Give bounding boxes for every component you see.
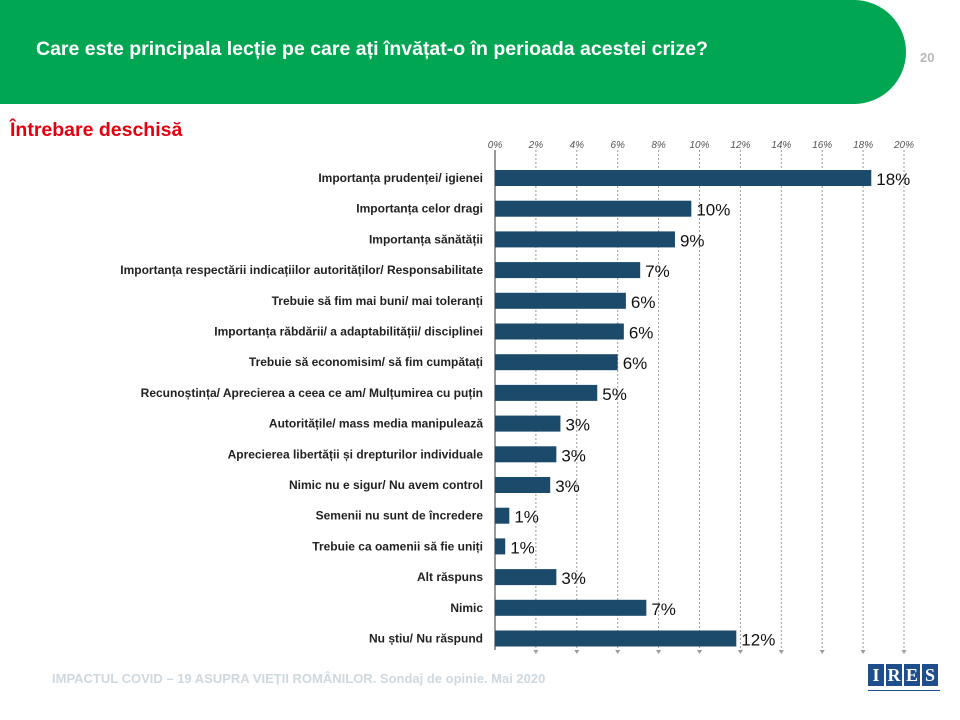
category-label: Nimic nu e sigur/ Nu avem control bbox=[289, 478, 483, 492]
x-tick-label: 4% bbox=[570, 140, 585, 151]
logo-letter-i: I bbox=[868, 664, 884, 686]
header-banner: Care este principala lecție pe care ați … bbox=[0, 0, 906, 104]
data-label: 3% bbox=[561, 446, 586, 465]
category-label: Importanța răbdării/ a adaptabilității/ … bbox=[214, 325, 483, 339]
footer-text: IMPACTUL COVID – 19 ASUPRA VIEȚII ROMÂNI… bbox=[52, 671, 546, 686]
data-label: 7% bbox=[645, 262, 670, 281]
logo-letter-s: S bbox=[922, 664, 938, 686]
category-label: Autoritățile/ mass media manipulează bbox=[269, 417, 483, 431]
category-label: Nu știu/ Nu răspund bbox=[369, 632, 483, 646]
x-tick-label: 10% bbox=[689, 140, 709, 151]
bar bbox=[495, 384, 598, 401]
bar bbox=[495, 262, 641, 279]
category-label: Importanța celor dragi bbox=[356, 202, 483, 216]
logo-tagline-line bbox=[868, 690, 940, 694]
x-tick-label: 12% bbox=[730, 140, 750, 151]
gridline-arrow bbox=[533, 650, 539, 654]
bar bbox=[495, 170, 872, 186]
ires-logo: I R E S bbox=[868, 664, 940, 698]
x-tick-label: 14% bbox=[771, 140, 791, 151]
gridline-arrow bbox=[860, 650, 866, 654]
gridline-arrow bbox=[574, 650, 580, 654]
bar bbox=[495, 415, 561, 432]
data-label: 1% bbox=[514, 508, 539, 527]
data-label: 3% bbox=[561, 569, 586, 588]
category-label: Trebuie ca oamenii să fie uniți bbox=[312, 539, 483, 553]
gridline-arrow bbox=[778, 650, 784, 654]
x-tick-label: 2% bbox=[528, 140, 544, 151]
page-number: 20 bbox=[920, 50, 935, 65]
category-label: Importanța respectării indicațiilor auto… bbox=[120, 263, 483, 277]
bar bbox=[495, 323, 624, 340]
data-label: 18% bbox=[876, 170, 910, 189]
bar bbox=[495, 569, 557, 586]
category-label: Importanța prudenței/ igienei bbox=[318, 171, 483, 185]
data-label: 12% bbox=[741, 631, 775, 650]
data-label: 6% bbox=[631, 293, 656, 312]
data-label: 6% bbox=[623, 354, 648, 373]
x-tick-label: 8% bbox=[651, 140, 666, 151]
category-label: Recunoștința/ Aprecierea a ceea ce am/ M… bbox=[141, 386, 483, 400]
bar bbox=[495, 446, 557, 463]
data-label: 1% bbox=[510, 538, 535, 557]
data-label: 9% bbox=[680, 231, 705, 250]
data-label: 5% bbox=[602, 385, 627, 404]
logo-letter-e: E bbox=[904, 664, 920, 686]
question-type-label: Întrebare deschisă bbox=[10, 119, 183, 141]
gridline-arrow bbox=[819, 650, 825, 654]
gridline-arrow bbox=[737, 650, 743, 654]
x-tick-label: 18% bbox=[853, 140, 873, 151]
x-tick-label: 16% bbox=[812, 140, 832, 151]
category-label: Aprecierea libertății și drepturilor ind… bbox=[228, 447, 484, 461]
category-label: Trebuie să fim mai buni/ mai toleranți bbox=[272, 294, 483, 308]
data-label: 6% bbox=[629, 324, 654, 343]
category-label: Nimic bbox=[450, 601, 483, 615]
gridline-arrow bbox=[697, 650, 702, 654]
gridline-arrow bbox=[901, 650, 907, 654]
logo-letter-r: R bbox=[886, 664, 902, 686]
bar bbox=[495, 507, 510, 524]
bar bbox=[495, 292, 626, 309]
data-label: 3% bbox=[555, 477, 580, 496]
category-label: Importanța sănătății bbox=[369, 232, 483, 246]
gridline-arrow bbox=[615, 650, 621, 654]
gridline-arrow bbox=[656, 650, 662, 654]
bar bbox=[495, 354, 618, 371]
x-tick-label: 0% bbox=[488, 140, 503, 151]
category-label: Alt răspuns bbox=[417, 570, 483, 584]
page-title: Care este principala lecție pe care ați … bbox=[36, 38, 708, 60]
data-label: 10% bbox=[696, 201, 730, 220]
category-label: Trebuie să economisim/ să fim cumpătați bbox=[249, 355, 483, 369]
x-tick-label: 20% bbox=[893, 140, 914, 151]
bar bbox=[495, 538, 506, 555]
bar bbox=[495, 200, 692, 217]
category-label: Semenii nu sunt de încredere bbox=[316, 509, 484, 523]
bar bbox=[495, 599, 647, 616]
data-label: 7% bbox=[651, 600, 676, 619]
bar bbox=[495, 231, 675, 248]
data-label: 3% bbox=[565, 416, 590, 435]
bar bbox=[495, 630, 737, 647]
x-tick-label: 6% bbox=[610, 140, 625, 151]
bar bbox=[495, 477, 551, 493]
